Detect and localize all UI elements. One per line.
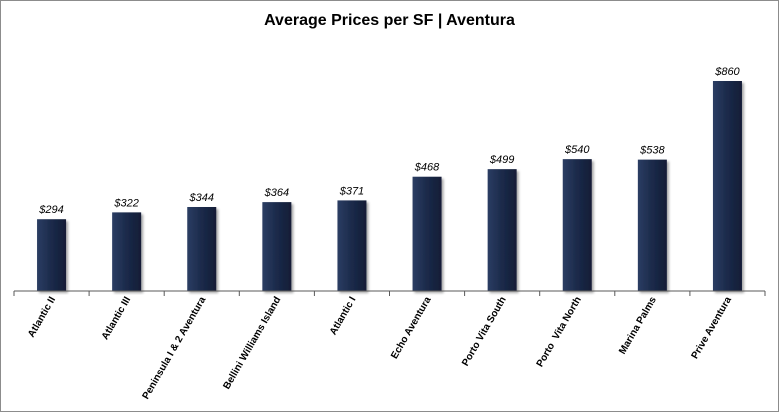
data-label: $371 bbox=[339, 185, 364, 197]
x-tick-label: Bellini Williams Island bbox=[221, 295, 283, 391]
x-tick-label: Atlantic I bbox=[328, 295, 359, 337]
x-tick-label: Porto Vita South bbox=[460, 295, 509, 368]
data-label: $344 bbox=[189, 192, 214, 204]
data-label: $540 bbox=[564, 144, 590, 156]
data-label: $322 bbox=[113, 197, 138, 209]
x-tick-label: Atlantic III bbox=[100, 295, 134, 342]
bar bbox=[37, 219, 67, 291]
x-tick-label: Peninsula I & 2 Aventura bbox=[141, 295, 209, 402]
data-label: $499 bbox=[489, 154, 514, 166]
x-tick-label: Marina Palms bbox=[617, 295, 659, 357]
x-tick-label: Prive Aventura bbox=[690, 295, 735, 361]
x-tick-label: Atlantic II bbox=[26, 295, 58, 340]
bar bbox=[712, 81, 742, 291]
bar bbox=[262, 202, 292, 291]
data-label: $468 bbox=[414, 162, 440, 174]
chart-title: Average Prices per SF | Aventura bbox=[264, 12, 515, 29]
data-label: $364 bbox=[264, 187, 289, 199]
data-label: $294 bbox=[38, 204, 63, 216]
bar bbox=[337, 200, 367, 291]
data-label: $538 bbox=[639, 145, 665, 157]
x-tick-label: Echo Aventura bbox=[389, 295, 434, 361]
bar bbox=[412, 176, 442, 291]
bar bbox=[112, 212, 142, 291]
x-tick-label: Porto Vita North bbox=[535, 295, 584, 369]
data-label: $860 bbox=[714, 66, 740, 78]
bar bbox=[562, 159, 592, 291]
bar bbox=[187, 207, 217, 291]
bar bbox=[637, 159, 667, 291]
bar bbox=[487, 169, 517, 291]
